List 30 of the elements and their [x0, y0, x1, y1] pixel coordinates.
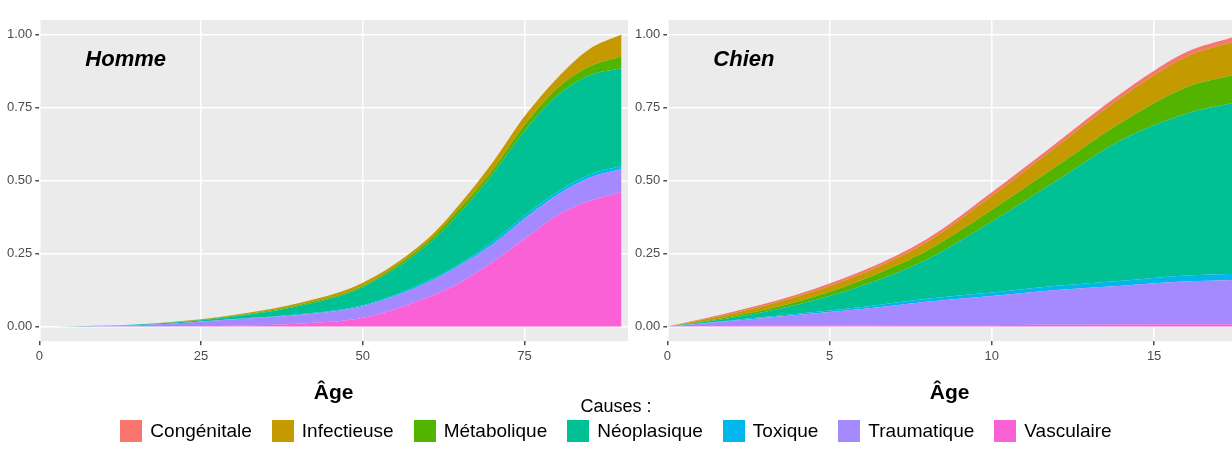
- x-axis-title: Âge: [313, 380, 354, 404]
- x-tick-label: 15: [1146, 347, 1162, 363]
- legend-label: Métabolique: [443, 420, 548, 442]
- y-tick-label: 0.25: [634, 245, 661, 261]
- x-tick-label: 5: [825, 347, 834, 363]
- legend-label: Néoplasique: [597, 420, 703, 442]
- x-tick-label: 25: [193, 347, 209, 363]
- y-tick-label: 0.50: [634, 172, 661, 188]
- x-tick-label: 0: [35, 347, 43, 363]
- x-axis-title: Âge: [929, 380, 970, 404]
- y-tick-label: 1.00: [6, 26, 33, 42]
- legend-title: Causes :: [580, 396, 652, 416]
- y-tick-label: 0.25: [6, 245, 33, 261]
- legend-label: Congénitale: [150, 420, 252, 442]
- legend-label: Traumatique: [868, 420, 975, 442]
- legend-label: Vasculaire: [1024, 420, 1112, 442]
- x-tick-label: 0: [663, 347, 671, 363]
- y-tick-label: 0.00: [6, 318, 33, 334]
- legend-label: Infectieuse: [301, 420, 394, 442]
- text: Chien: [713, 46, 775, 72]
- y-tick-label: 0.00: [634, 318, 661, 334]
- y-tick-label: 0.75: [634, 99, 661, 115]
- x-tick-label: 50: [355, 347, 370, 363]
- y-tick-label: 0.50: [6, 172, 33, 188]
- y-tick-label: 0.75: [6, 99, 33, 115]
- text: Homme: [85, 46, 166, 72]
- legend-label: Toxique: [752, 420, 819, 442]
- x-tick-label: 75: [517, 347, 532, 363]
- x-tick-label: 10: [984, 347, 1000, 363]
- y-tick-label: 1.00: [634, 26, 661, 42]
